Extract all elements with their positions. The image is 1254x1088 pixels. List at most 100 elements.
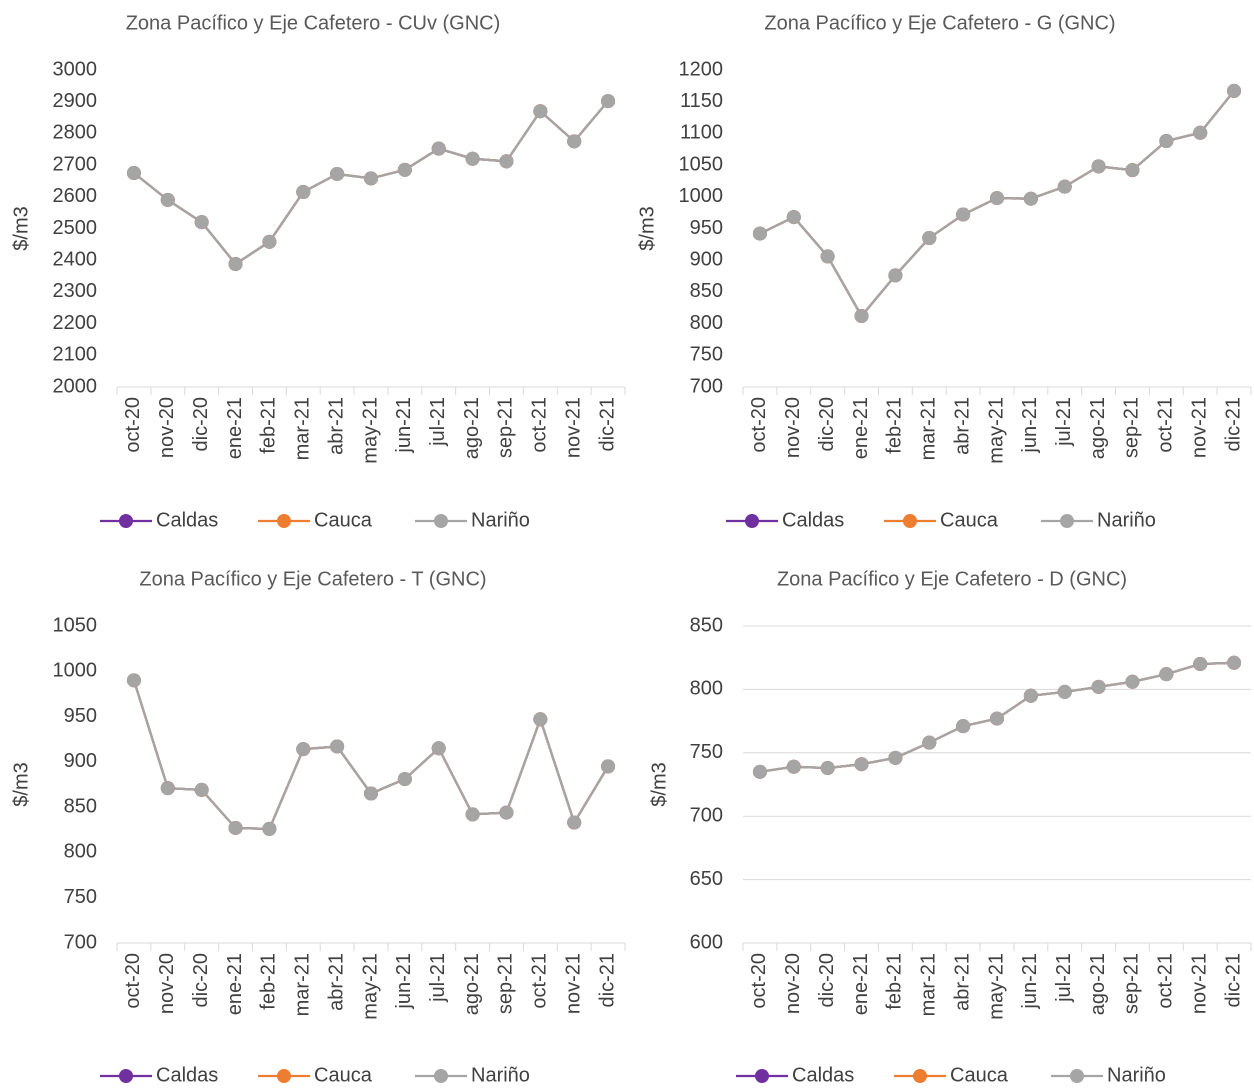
x-tick-label: jun-21 (393, 397, 415, 454)
marker (752, 226, 767, 241)
x-tick-label: sep-21 (495, 397, 517, 458)
x-tick-label: oct-20 (748, 953, 770, 1009)
y-tick-label: 850 (64, 795, 97, 817)
legend-label: Cauca (940, 509, 999, 531)
y-tick-label: 900 (690, 248, 723, 270)
x-tick-label: feb-21 (258, 953, 280, 1010)
marker (499, 805, 514, 820)
y-tick-label: 750 (64, 886, 97, 908)
y-tick-label: 2800 (53, 122, 98, 144)
x-tick-label: oct-21 (529, 397, 551, 453)
x-tick-label: oct-20 (122, 953, 144, 1009)
marker (1125, 163, 1140, 178)
y-tick-label: 1050 (679, 153, 724, 175)
x-tick-label: ago-21 (1087, 397, 1109, 459)
marker (296, 185, 311, 200)
x-tick-label: oct-20 (748, 397, 770, 453)
x-tick-label: mar-21 (918, 397, 940, 460)
marker (1091, 159, 1106, 174)
y-tick-label: 2300 (53, 280, 98, 302)
marker (330, 166, 345, 181)
marker (786, 210, 801, 225)
x-tick-label: may-21 (985, 953, 1007, 1020)
marker (1125, 674, 1140, 689)
x-tick-label: mar-21 (292, 397, 314, 460)
x-tick-label: mar-21 (918, 953, 940, 1016)
x-tick-label: dic-20 (816, 953, 838, 1007)
marker (499, 154, 514, 169)
y-tick-label: 850 (690, 280, 723, 302)
y-tick-label: 950 (690, 217, 723, 239)
legend-label: Nariño (1097, 509, 1156, 531)
marker (228, 257, 243, 272)
marker (888, 268, 903, 283)
marker (990, 711, 1004, 726)
x-tick-label: nov-21 (1188, 953, 1210, 1014)
y-tick-label: 2100 (53, 344, 98, 366)
legend-label: Caldas (792, 1064, 854, 1086)
x-tick-label: oct-21 (529, 953, 551, 1009)
x-tick-label: may-21 (359, 397, 381, 464)
marker (296, 742, 311, 757)
x-tick-label: oct-21 (1155, 953, 1177, 1009)
legend-marker (434, 1069, 448, 1083)
legend-label: Caldas (156, 509, 218, 531)
y-tick-label: 750 (690, 344, 723, 366)
x-tick-label: nov-20 (782, 397, 804, 458)
x-tick-label: jul-21 (427, 953, 449, 1003)
marker (956, 207, 971, 222)
y-tick-label: 2400 (53, 248, 98, 270)
marker (820, 761, 835, 776)
x-tick-label: may-21 (985, 397, 1007, 464)
marker (854, 308, 869, 323)
marker (820, 249, 835, 264)
legend-marker (745, 514, 759, 528)
marker (397, 162, 412, 177)
marker (1091, 679, 1106, 694)
marker (1227, 655, 1242, 670)
y-tick-label: 700 (690, 375, 723, 397)
x-tick-label: ene-21 (850, 953, 872, 1015)
x-tick-label: sep-21 (1121, 397, 1143, 458)
x-tick-label: ene-21 (224, 397, 246, 459)
legend-label: Cauca (314, 509, 373, 531)
y-axis-label: $/m3 (10, 762, 32, 806)
x-tick-label: nov-20 (782, 953, 804, 1014)
marker (1023, 191, 1038, 206)
marker (533, 712, 548, 727)
x-tick-label: nov-20 (156, 397, 178, 458)
marker (194, 782, 209, 797)
x-tick-label: jul-21 (1053, 397, 1075, 447)
marker (431, 141, 446, 156)
marker (1193, 657, 1208, 672)
legend-marker (913, 1069, 927, 1083)
legend-marker (119, 1069, 133, 1083)
marker (126, 673, 141, 688)
marker (888, 750, 903, 765)
marker (1159, 667, 1174, 682)
marker (752, 764, 767, 779)
marker (601, 94, 616, 109)
series-line (132, 680, 610, 831)
marker (601, 759, 616, 774)
y-tick-label: 1200 (679, 58, 724, 80)
legend-label: Nariño (1107, 1064, 1166, 1086)
y-tick-label: 800 (690, 312, 723, 334)
x-tick-label: feb-21 (884, 953, 906, 1010)
x-tick-label: dic-21 (596, 397, 618, 451)
y-tick-label: 950 (64, 705, 97, 727)
marker (126, 166, 141, 181)
y-tick-label: 2000 (53, 375, 98, 397)
legend-marker (277, 514, 291, 528)
marker (854, 757, 869, 772)
marker (465, 807, 480, 822)
y-tick-label: 800 (64, 841, 97, 863)
y-tick-label: 800 (690, 678, 723, 700)
x-tick-label: feb-21 (884, 397, 906, 454)
y-tick-label: 600 (690, 931, 723, 953)
legend-marker (277, 1069, 291, 1083)
y-tick-label: 650 (690, 868, 723, 890)
marker (1227, 83, 1242, 98)
chart-title: Zona Pacífico y Eje Cafetero - D (GNC) (777, 568, 1127, 590)
y-tick-label: 750 (690, 741, 723, 763)
